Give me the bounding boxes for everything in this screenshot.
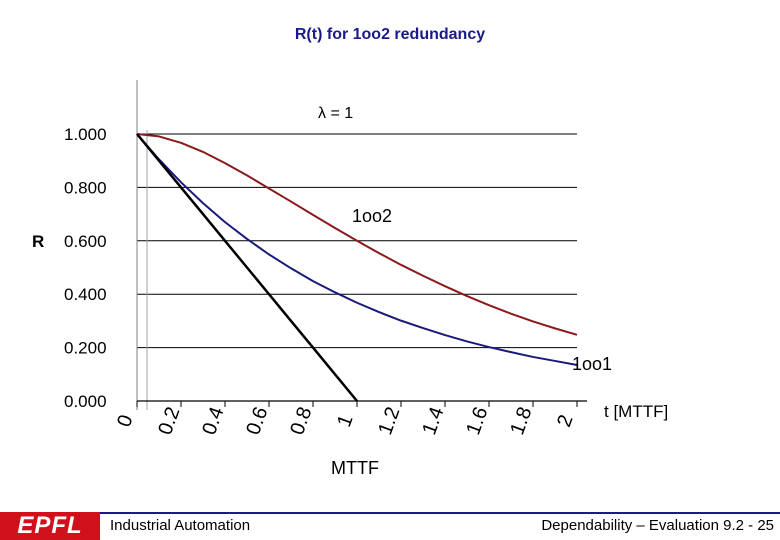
x-tick-label: 1.4 bbox=[418, 404, 448, 438]
x-tick-label: 1.6 bbox=[462, 404, 492, 438]
x-tick-label: 1 bbox=[333, 412, 357, 430]
grid bbox=[137, 133, 577, 402]
series-label-1oo2: 1oo2 bbox=[352, 206, 392, 226]
y-axis-label: R bbox=[32, 232, 44, 251]
chart-subtitle: λ = 1 bbox=[318, 105, 353, 122]
y-tick-label: 1.000 bbox=[64, 125, 107, 144]
axes bbox=[136, 80, 587, 410]
labels: 0.000 0.200 0.400 0.600 0.800 1.000 0 0.2 0.4 0.6… bbox=[32, 105, 668, 478]
series-line-1oo2 bbox=[136, 133, 578, 336]
y-tick-label: 0.200 bbox=[64, 339, 107, 358]
x-tick-label: 0.2 bbox=[154, 404, 184, 438]
chart-title: R(t) for 1oo2 redundancy bbox=[294, 26, 486, 43]
y-tick-label: 0.600 bbox=[64, 232, 107, 251]
footer-page-info: Dependability – Evaluation 9.2 - 25 bbox=[541, 517, 774, 534]
x-tick-label: 0.4 bbox=[198, 404, 228, 438]
y-tick-label: 0.000 bbox=[64, 392, 107, 411]
x-tick-label: 0.6 bbox=[242, 404, 272, 438]
footer-divider bbox=[100, 512, 780, 514]
footer-course: Industrial Automation bbox=[110, 517, 251, 534]
x-axis-label: t [MTTF] bbox=[604, 402, 668, 421]
series-line-linear bbox=[136, 133, 358, 402]
x-tick-label: 0.8 bbox=[286, 404, 316, 438]
annotation-mttf: MTTF bbox=[331, 458, 379, 478]
y-tick-label: 0.800 bbox=[64, 178, 107, 197]
epfl-logo: EPFL bbox=[0, 512, 100, 540]
x-tick-label: 1.8 bbox=[506, 404, 536, 438]
x-tick-label: 0 bbox=[113, 412, 137, 430]
x-tick-label: 1.2 bbox=[374, 404, 404, 438]
series-line-1oo1 bbox=[136, 133, 578, 366]
series-label-1oo1: 1oo1 bbox=[572, 354, 612, 374]
series bbox=[136, 133, 578, 402]
y-tick-label: 0.400 bbox=[64, 285, 107, 304]
reliability-chart: 0.000 0.200 0.400 0.600 0.800 1.000 0 0.2 0.4 0.6… bbox=[32, 80, 668, 478]
x-tick-label: 2 bbox=[553, 412, 577, 430]
